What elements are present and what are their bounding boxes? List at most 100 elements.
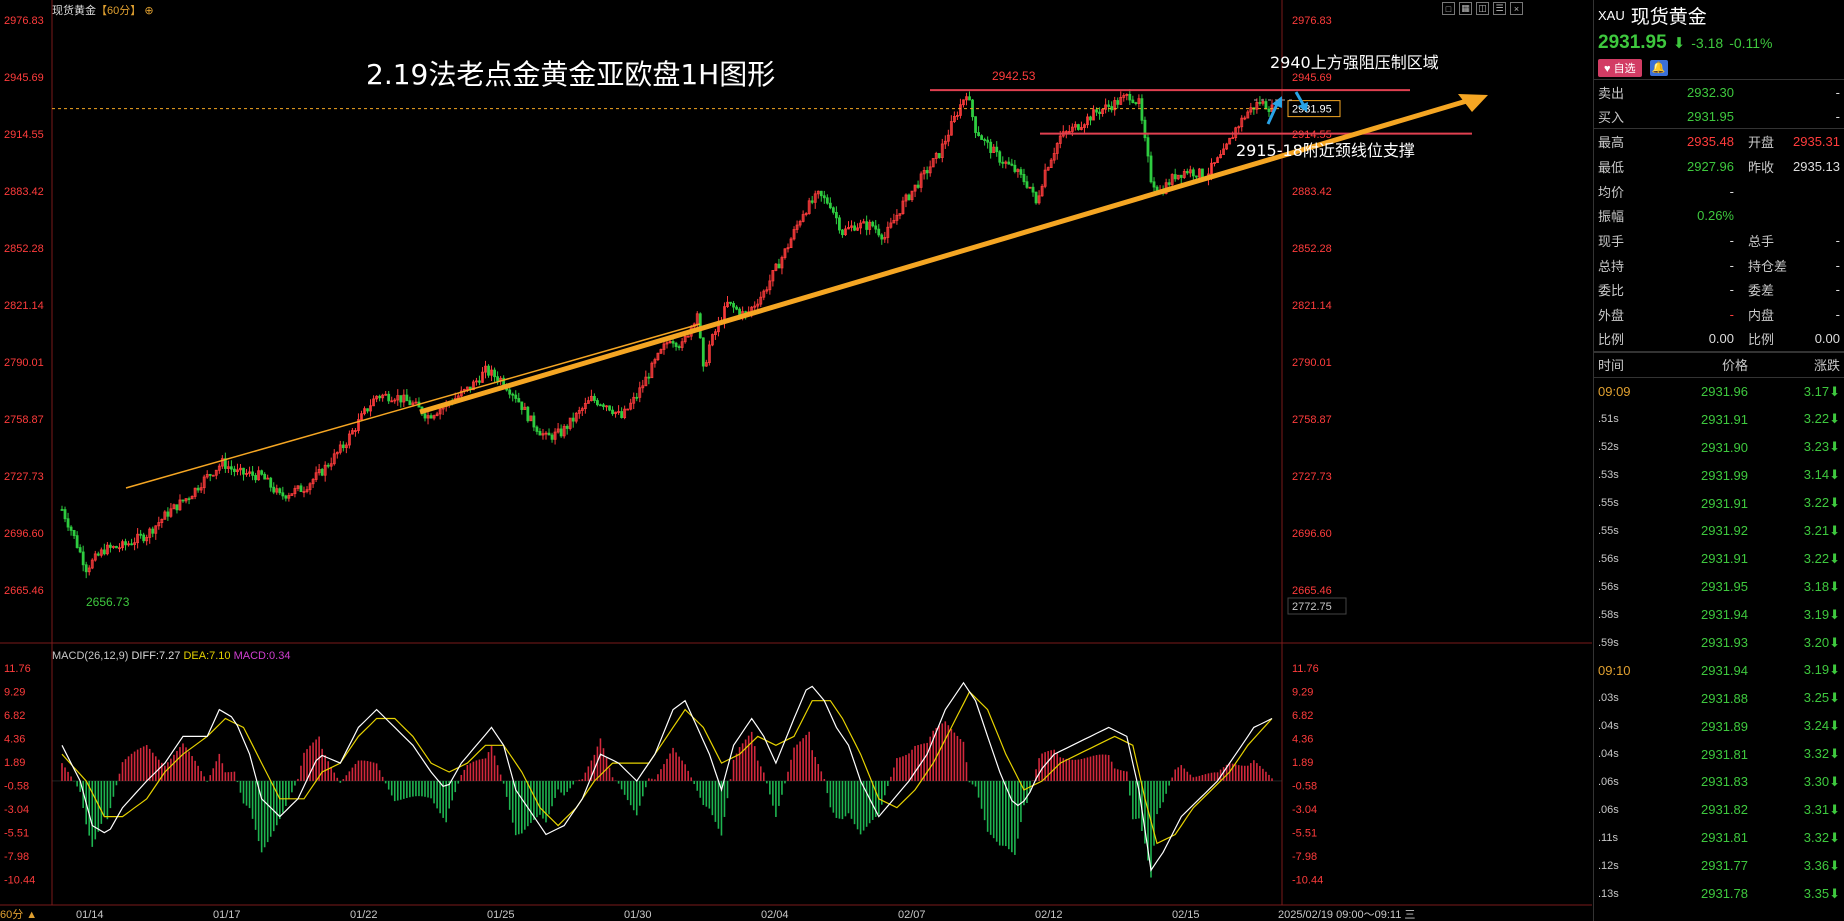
- macd-tick-right: 6.82: [1292, 710, 1313, 722]
- price-tick-left: 2727.73: [4, 471, 44, 483]
- symbol-name: 现货黄金: [52, 5, 96, 17]
- macd-tick-right: 11.76: [1292, 663, 1319, 675]
- price-change-percent: -0.11%: [1729, 35, 1773, 51]
- candle-body: [1198, 168, 1201, 178]
- candle-body: [580, 408, 584, 411]
- candle-body: [354, 430, 357, 432]
- bell-icon[interactable]: 🔔: [1649, 59, 1668, 76]
- candle-body: [299, 485, 303, 492]
- candle-body: [347, 433, 351, 446]
- chart-svg[interactable]: 2976.83 2976.83 2945.69 2945.69 2914.55 2914.…: [0, 0, 1592, 921]
- candle-body: [284, 495, 288, 499]
- candle-body: [1243, 117, 1247, 120]
- candle-body: [393, 399, 397, 402]
- timeframe-selector[interactable]: 60分 ▲: [0, 909, 38, 921]
- trend-arrow-head: [1458, 94, 1488, 112]
- tick-row: .13s 2931.78 3.35⬇: [1594, 880, 1844, 908]
- candle-body: [602, 404, 605, 407]
- candle-body: [281, 492, 285, 497]
- chart-area[interactable]: 2976.83 2976.83 2945.69 2945.69 2914.55 2914.…: [0, 0, 1592, 921]
- candle-body: [84, 564, 88, 573]
- candle-body: [1146, 137, 1150, 157]
- high-label: 2942.53: [992, 69, 1036, 83]
- square-icon[interactable]: □: [1442, 2, 1455, 15]
- candle-body: [544, 432, 548, 435]
- candle-body: [254, 474, 258, 481]
- grid-icon[interactable]: ▦: [1459, 2, 1472, 15]
- candle-body: [556, 428, 560, 433]
- tick-time: .11s: [1598, 831, 1618, 844]
- tick-change: 3.24⬇: [1803, 718, 1840, 734]
- tick-time: .06s: [1598, 775, 1619, 788]
- add-favorite-button[interactable]: ♥ 自选: [1598, 58, 1642, 77]
- close-icon[interactable]: ×: [1510, 2, 1523, 15]
- candle-body: [850, 225, 853, 228]
- price-tick-left: 2821.14: [4, 300, 44, 312]
- candle-body: [562, 425, 566, 437]
- candle-body: [363, 408, 366, 415]
- macd-tick-left: 4.36: [4, 734, 25, 746]
- candle-body: [1116, 100, 1120, 105]
- candle-body: [478, 380, 481, 383]
- candle-body: [1098, 111, 1101, 114]
- candle-body: [1019, 169, 1023, 175]
- candle-body: [199, 487, 203, 491]
- candle-body: [115, 545, 118, 549]
- candle-body: [765, 289, 769, 292]
- layout-icon[interactable]: ◫: [1476, 2, 1489, 15]
- stat-label: 昨收: [1748, 159, 1775, 175]
- resistance-annotation: 2940上方强阻压制区域: [1270, 53, 1439, 72]
- price-change: -3.18: [1691, 35, 1724, 51]
- candle-body: [184, 498, 188, 502]
- candle-body: [211, 474, 215, 477]
- stat-label: 现手: [1598, 233, 1625, 249]
- candle-body: [614, 411, 617, 415]
- macd-tick-left: 9.29: [4, 687, 25, 699]
- candle-body: [190, 496, 194, 500]
- tick-price: 2931.90: [1701, 439, 1748, 455]
- candle-body: [965, 96, 968, 101]
- candle-body: [1034, 191, 1038, 204]
- price-tick-right: 2883.42: [1292, 186, 1332, 198]
- candle-body: [774, 263, 778, 271]
- candle-body: [795, 224, 799, 230]
- candle-body: [626, 408, 630, 411]
- price-tick-left: 2945.69: [4, 72, 44, 84]
- candle-body: [66, 518, 70, 528]
- tick-row: .58s 2931.94 3.19⬇: [1594, 601, 1844, 629]
- candle-body: [937, 153, 941, 159]
- list-icon[interactable]: ☰: [1493, 2, 1506, 15]
- candle-body: [925, 170, 929, 174]
- candle-body: [659, 349, 663, 354]
- candle-body: [753, 305, 757, 308]
- candle-body: [831, 207, 835, 213]
- candle-body: [496, 376, 500, 382]
- candle-body: [1037, 195, 1041, 204]
- candle-body: [1213, 162, 1216, 164]
- tick-change: 3.30⬇: [1803, 773, 1840, 789]
- candle-body: [148, 528, 152, 538]
- candle-body: [671, 341, 675, 344]
- candle-body: [1261, 101, 1265, 104]
- macd-tick-left: 1.89: [4, 757, 25, 769]
- candle-body: [968, 96, 971, 101]
- candle-body: [1031, 186, 1035, 193]
- candle-body: [326, 464, 330, 467]
- candle-body: [959, 104, 962, 116]
- macd-title: MACD(26,12,9) DIFF:7.27 DEA:7.10 MACD:0.…: [52, 650, 290, 662]
- candle-body: [1222, 148, 1225, 155]
- candle-body: [910, 190, 914, 201]
- settings-icon[interactable]: ⊕: [144, 5, 154, 17]
- tick-header-price: 价格: [1721, 358, 1748, 374]
- candle-body: [792, 229, 796, 240]
- candle-body: [605, 405, 608, 408]
- candle-body: [305, 489, 309, 492]
- timeframe-label[interactable]: 【60分】: [96, 5, 142, 17]
- candle-body: [435, 413, 439, 417]
- candle-body: [1016, 169, 1020, 172]
- tick-list[interactable]: 09:09 2931.96 3.17⬇ .51s 2931.91 3.22⬇ .52s 293…: [1594, 378, 1844, 908]
- tick-row: .06s 2931.83 3.30⬇: [1594, 768, 1844, 796]
- candle-body: [1140, 98, 1144, 121]
- candle-body: [1086, 116, 1089, 126]
- candle-body: [1264, 101, 1268, 110]
